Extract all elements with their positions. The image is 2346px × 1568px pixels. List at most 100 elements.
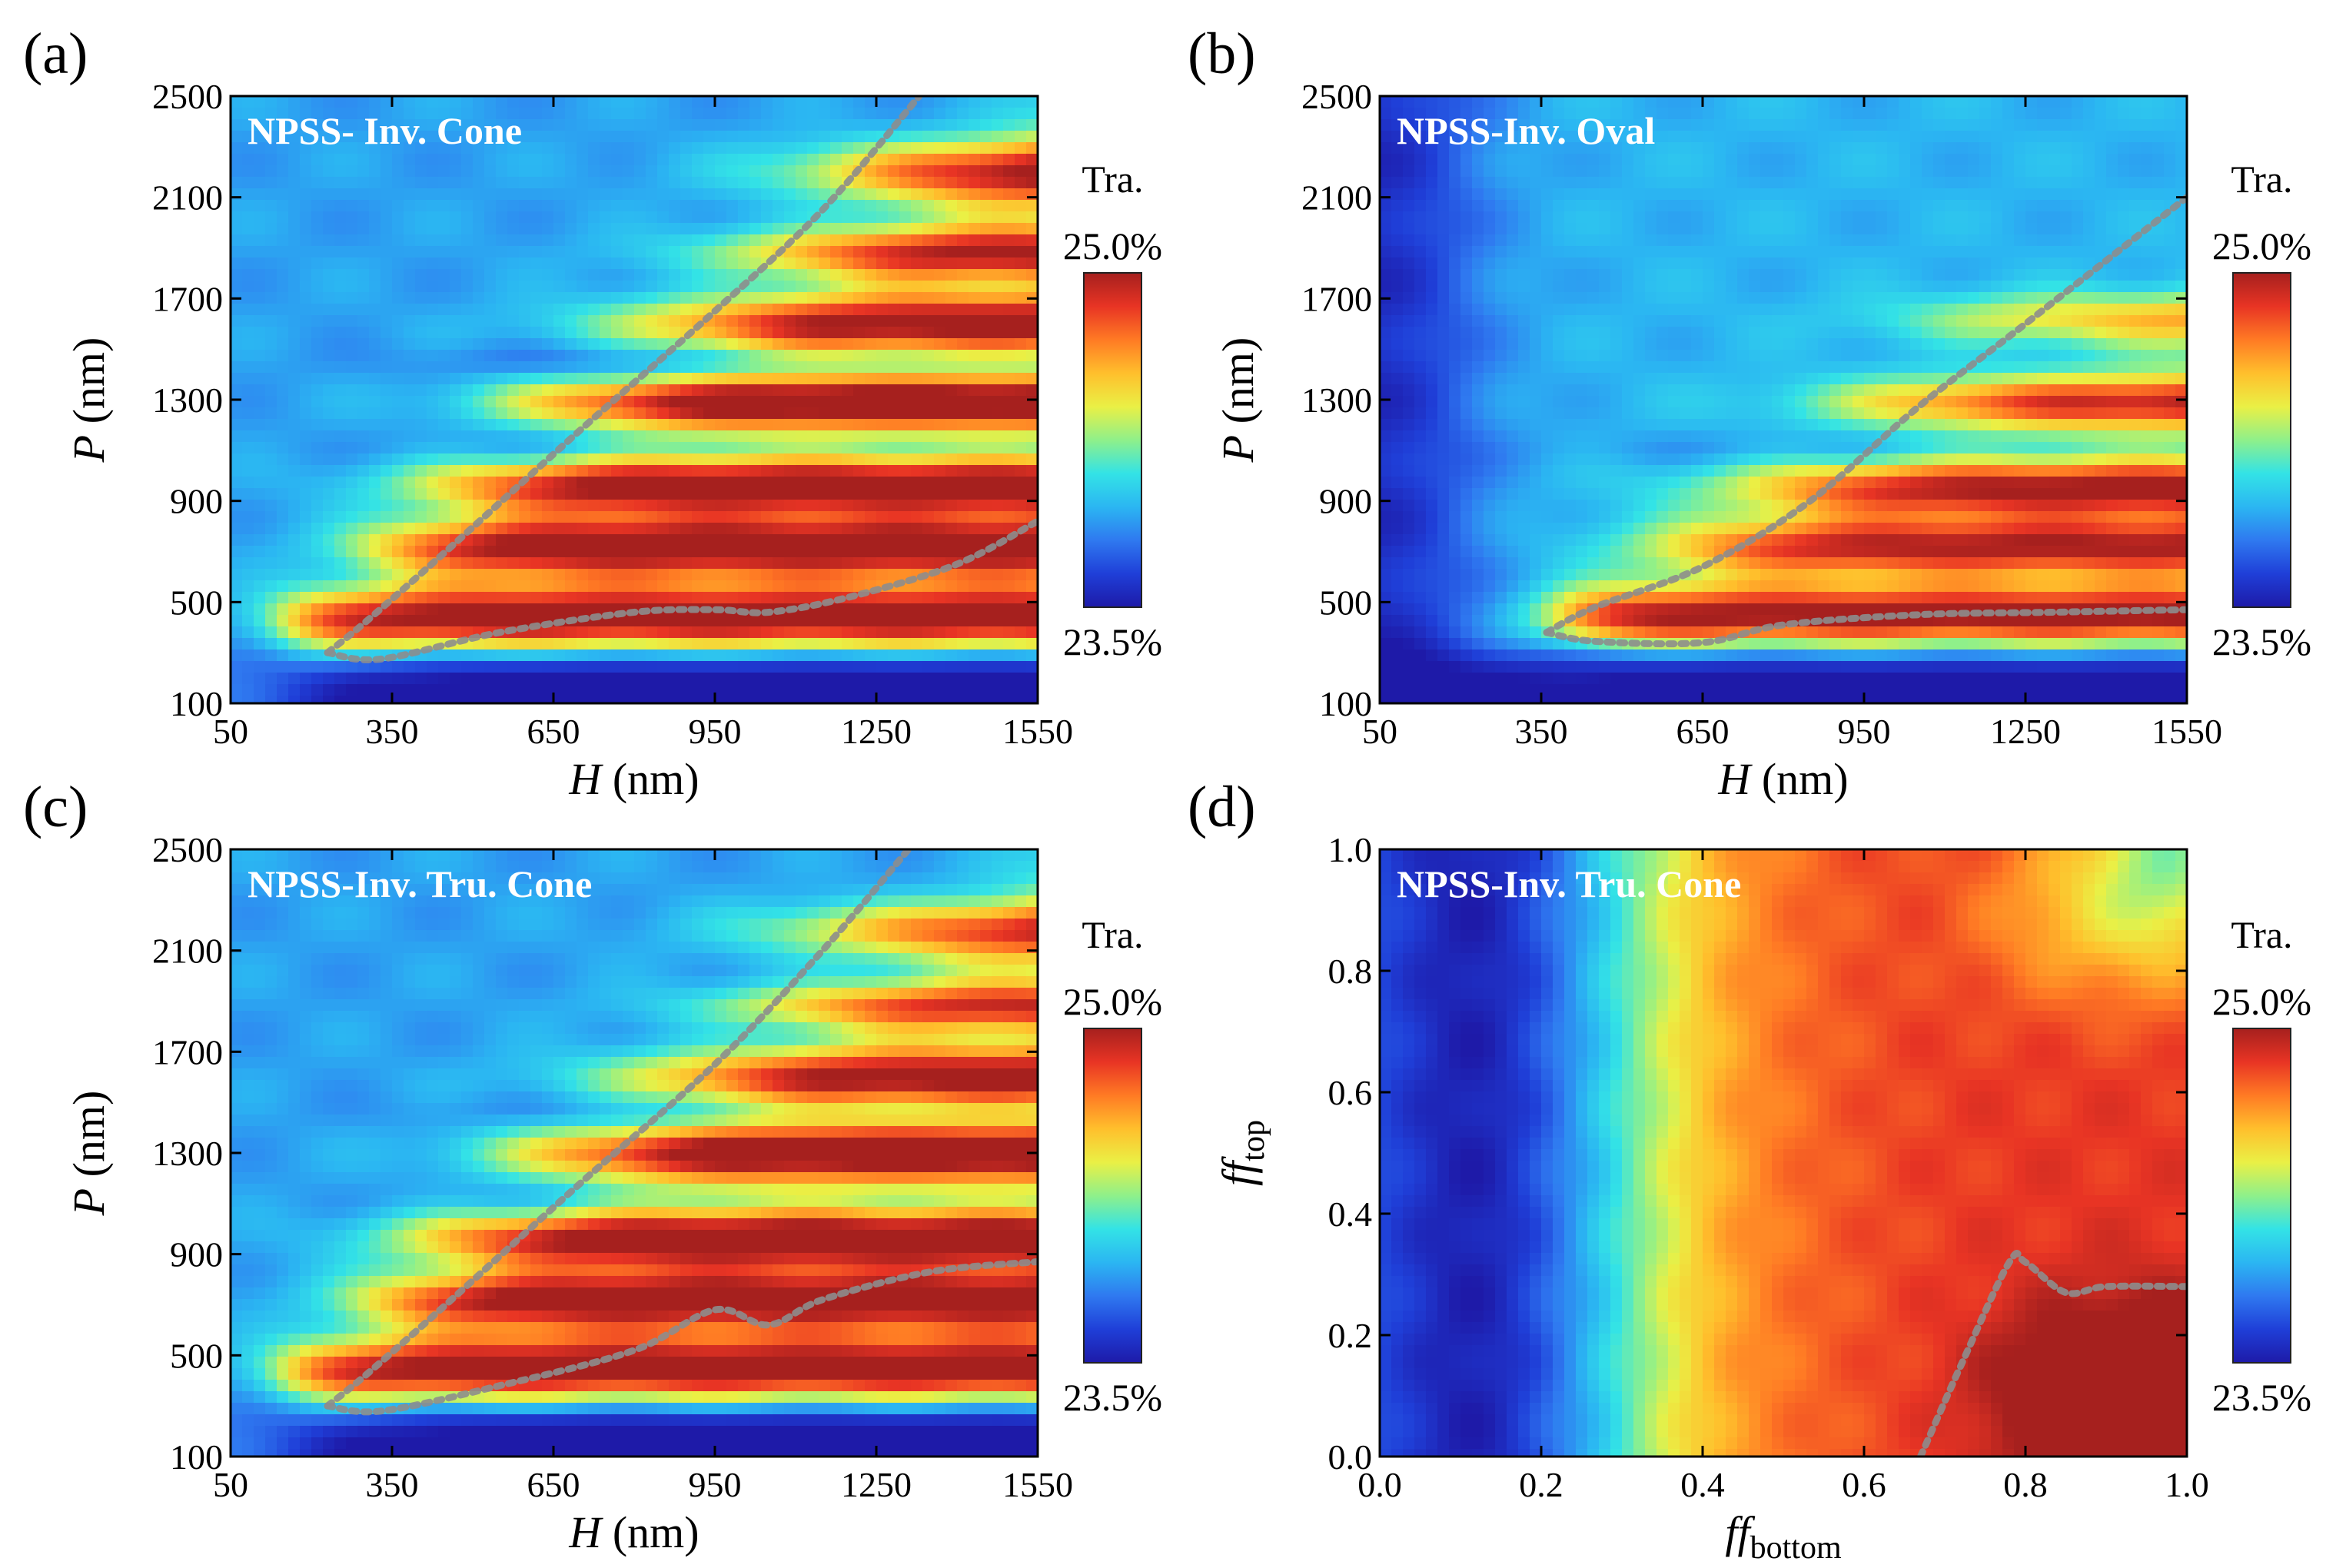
heatmap-cell <box>853 696 866 703</box>
heatmap-cell <box>738 304 750 316</box>
heatmap-cell <box>380 442 393 454</box>
heatmap-cell <box>1472 154 1484 166</box>
heatmap-cell <box>1553 188 1565 201</box>
heatmap-cell <box>830 673 842 685</box>
heatmap-cell <box>1553 373 1565 385</box>
heatmap-cell <box>865 373 877 385</box>
heatmap-cell <box>496 165 508 178</box>
heatmap-cell <box>415 142 427 154</box>
heatmap-cell <box>922 315 935 327</box>
heatmap-cell <box>888 500 900 512</box>
heatmap-cell <box>600 592 612 604</box>
heatmap-cell <box>646 546 658 558</box>
heatmap-cell <box>957 684 969 696</box>
heatmap-cell <box>888 154 900 166</box>
heatmap-cell <box>980 603 992 616</box>
heatmap-cell <box>715 211 727 224</box>
heatmap-cell <box>542 592 554 604</box>
heatmap-cell <box>773 580 785 593</box>
heatmap-cell <box>1633 304 1646 316</box>
heatmap-cell <box>922 269 935 281</box>
heatmap-cell <box>1564 523 1577 535</box>
heatmap-cell <box>1460 673 1473 685</box>
heatmap-cell <box>254 673 266 685</box>
heatmap-cell <box>796 246 808 258</box>
heatmap-cell <box>323 119 335 131</box>
heatmap-cell <box>473 96 485 108</box>
heatmap-cell <box>1541 684 1553 696</box>
heatmap-cell <box>1437 546 1450 558</box>
heatmap-cell <box>992 511 1004 523</box>
heatmap-cell <box>819 488 831 500</box>
heatmap-cell <box>1380 361 1392 374</box>
heatmap-cell <box>254 154 266 166</box>
heatmap-cell <box>842 315 854 327</box>
heatmap-cell <box>773 384 785 397</box>
heatmap-cell <box>311 350 324 362</box>
heatmap-cell <box>1026 211 1038 224</box>
heatmap-cell <box>588 281 600 293</box>
heatmap-cell <box>392 165 404 178</box>
heatmap-cell <box>323 315 335 327</box>
heatmap-cell <box>957 211 969 224</box>
heatmap-cell <box>934 477 946 489</box>
heatmap-cell <box>438 200 450 212</box>
heatmap-cell <box>1518 638 1530 650</box>
heatmap-cell <box>692 281 704 293</box>
heatmap-cell <box>1403 615 1415 627</box>
heatmap-cell <box>1541 534 1553 546</box>
heatmap-cell <box>1599 442 1611 454</box>
heatmap-cell <box>1553 649 1565 662</box>
heatmap-cell <box>1484 338 1496 350</box>
heatmap-cell <box>623 281 635 293</box>
heatmap-cell <box>415 373 427 385</box>
heatmap-cell <box>749 142 762 154</box>
heatmap-cell <box>865 96 877 108</box>
heatmap-cell <box>231 430 243 443</box>
heatmap-cell <box>957 511 969 523</box>
heatmap-cell <box>865 500 877 512</box>
heatmap-cell <box>300 292 312 304</box>
heatmap-cell <box>957 569 969 581</box>
heatmap-cell <box>1541 281 1553 293</box>
heatmap-cell <box>577 177 589 189</box>
heatmap-cell <box>588 154 600 166</box>
heatmap-cell <box>1426 684 1438 696</box>
heatmap-cell <box>484 142 497 154</box>
heatmap-cell <box>1449 603 1461 616</box>
heatmap-cell <box>1587 534 1600 546</box>
heatmap-cell <box>334 534 347 546</box>
heatmap-cell <box>461 108 474 120</box>
heatmap-cell <box>600 292 612 304</box>
heatmap-cell <box>945 649 958 662</box>
heatmap-cell <box>1507 465 1519 477</box>
heatmap-cell <box>496 177 508 189</box>
heatmap-cell <box>380 673 393 685</box>
heatmap-cell <box>496 534 508 546</box>
heatmap-cell <box>634 327 646 339</box>
heatmap-cell <box>346 177 358 189</box>
heatmap-cell <box>646 580 658 593</box>
heatmap-cell <box>1599 292 1611 304</box>
heatmap-cell <box>357 108 370 120</box>
heatmap-cell <box>980 500 992 512</box>
heatmap-cell <box>784 246 796 258</box>
heatmap-cell <box>242 96 254 108</box>
heatmap-cell <box>369 246 381 258</box>
heatmap-cell <box>1507 165 1519 178</box>
heatmap-cell <box>703 119 716 131</box>
heatmap-cell <box>1495 673 1507 685</box>
heatmap-cell <box>945 592 958 604</box>
heatmap-cell <box>1403 281 1415 293</box>
heatmap-cell <box>1633 96 1646 108</box>
heatmap-cell <box>254 603 266 616</box>
heatmap-cell <box>1599 684 1611 696</box>
heatmap-cell <box>945 569 958 581</box>
heatmap-cell <box>450 615 462 627</box>
heatmap-cell <box>784 661 796 673</box>
heatmap-cell <box>853 580 866 593</box>
heatmap-cell <box>1553 246 1565 258</box>
heatmap-cell <box>853 511 866 523</box>
upper-boundary-line <box>324 96 923 656</box>
heatmap-cell <box>796 523 808 535</box>
